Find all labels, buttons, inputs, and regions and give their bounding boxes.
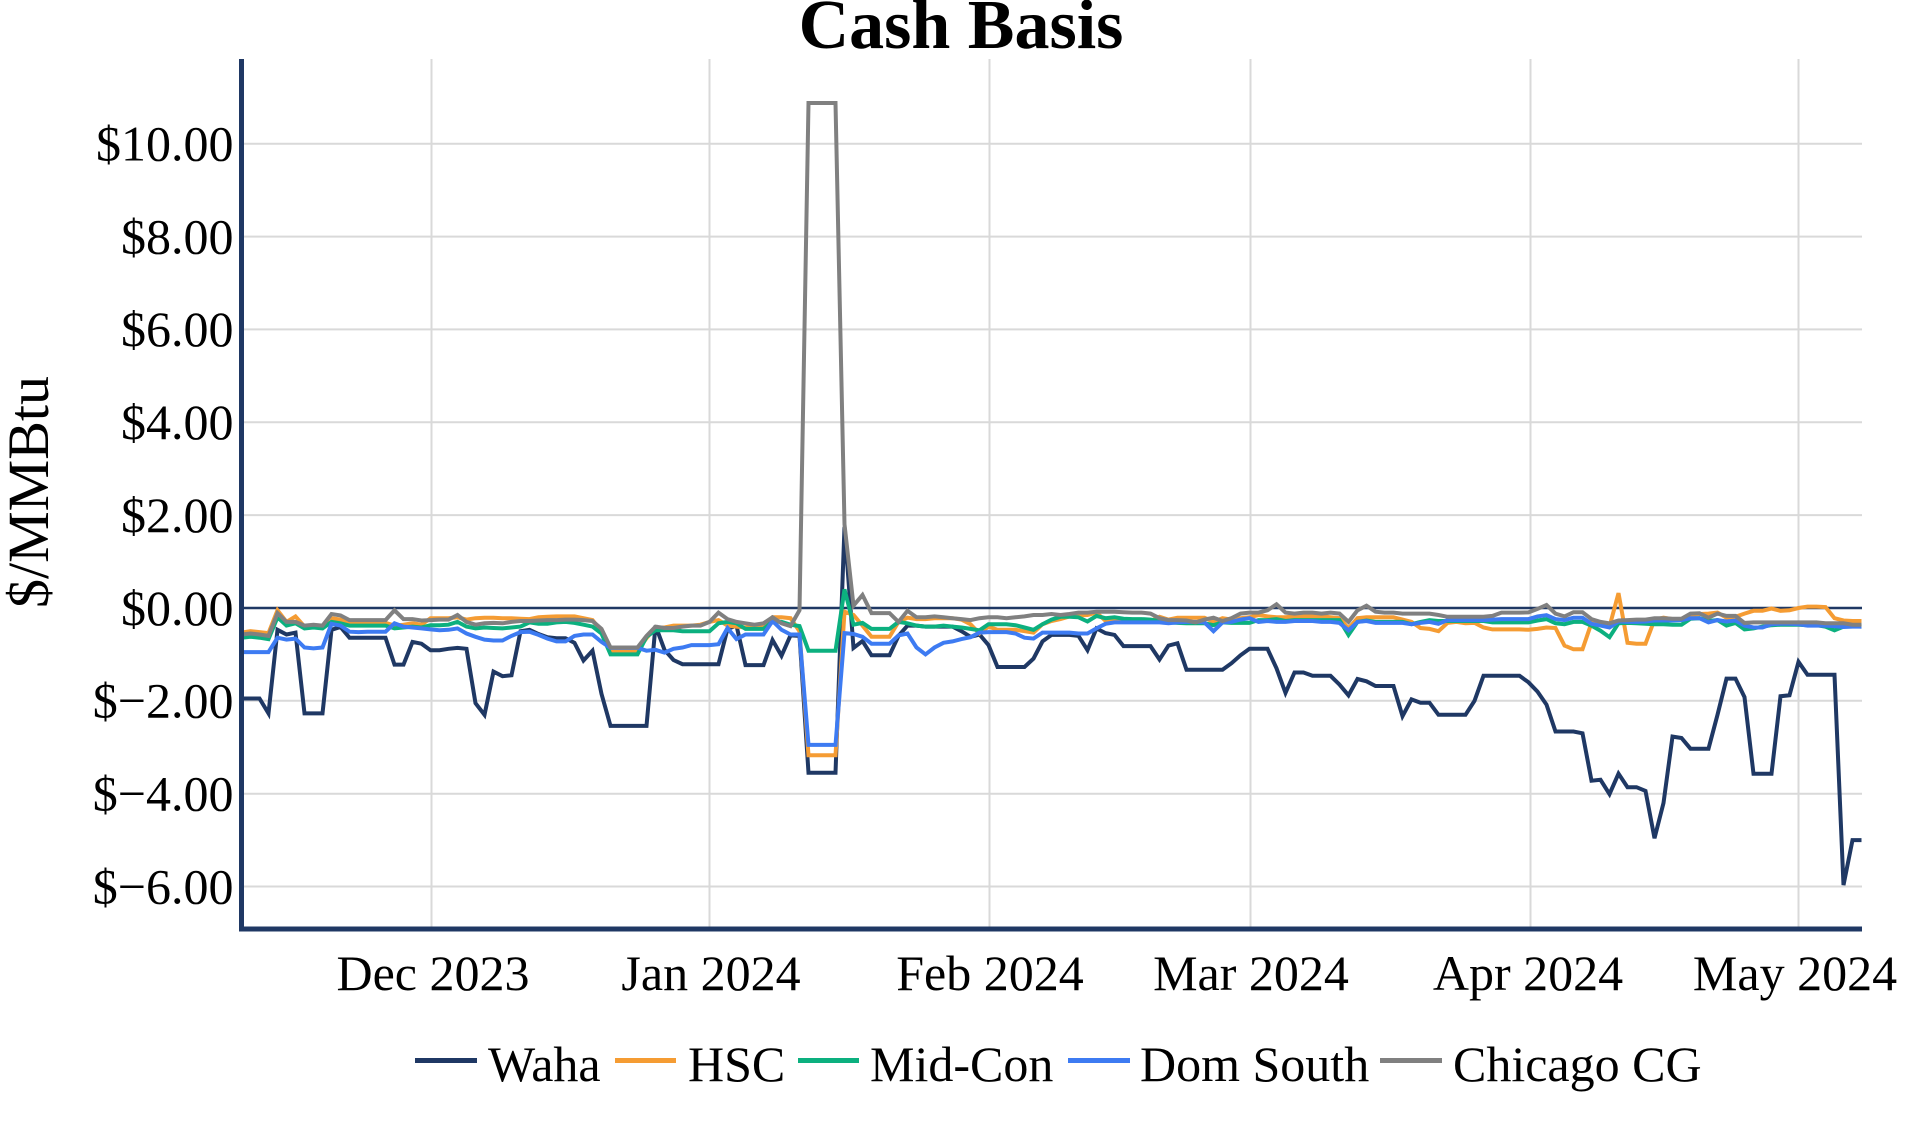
svg-text:Dom South: Dom South <box>1140 1036 1369 1092</box>
svg-text:Chicago CG: Chicago CG <box>1453 1036 1702 1092</box>
svg-text:Cash Basis: Cash Basis <box>799 0 1124 64</box>
svg-text:Mid-Con: Mid-Con <box>870 1036 1053 1092</box>
svg-text:Feb 2024: Feb 2024 <box>896 945 1084 1001</box>
svg-text:$0.00: $0.00 <box>121 580 234 636</box>
svg-text:Waha: Waha <box>488 1036 601 1092</box>
svg-text:$−6.00: $−6.00 <box>93 858 234 914</box>
svg-text:$/MMBtu: $/MMBtu <box>0 376 61 608</box>
svg-text:Jan 2024: Jan 2024 <box>621 945 800 1001</box>
svg-text:$8.00: $8.00 <box>121 208 234 264</box>
svg-text:$2.00: $2.00 <box>121 487 234 543</box>
svg-text:May 2024: May 2024 <box>1693 945 1897 1001</box>
svg-text:$−4.00: $−4.00 <box>93 766 234 822</box>
svg-text:Apr 2024: Apr 2024 <box>1433 945 1623 1001</box>
svg-text:$10.00: $10.00 <box>96 116 234 172</box>
svg-text:$6.00: $6.00 <box>121 301 234 357</box>
svg-text:Dec 2023: Dec 2023 <box>337 945 530 1001</box>
svg-text:$4.00: $4.00 <box>121 394 234 450</box>
svg-text:Mar 2024: Mar 2024 <box>1153 945 1349 1001</box>
svg-text:$−2.00: $−2.00 <box>93 673 234 729</box>
svg-text:HSC: HSC <box>688 1036 785 1092</box>
